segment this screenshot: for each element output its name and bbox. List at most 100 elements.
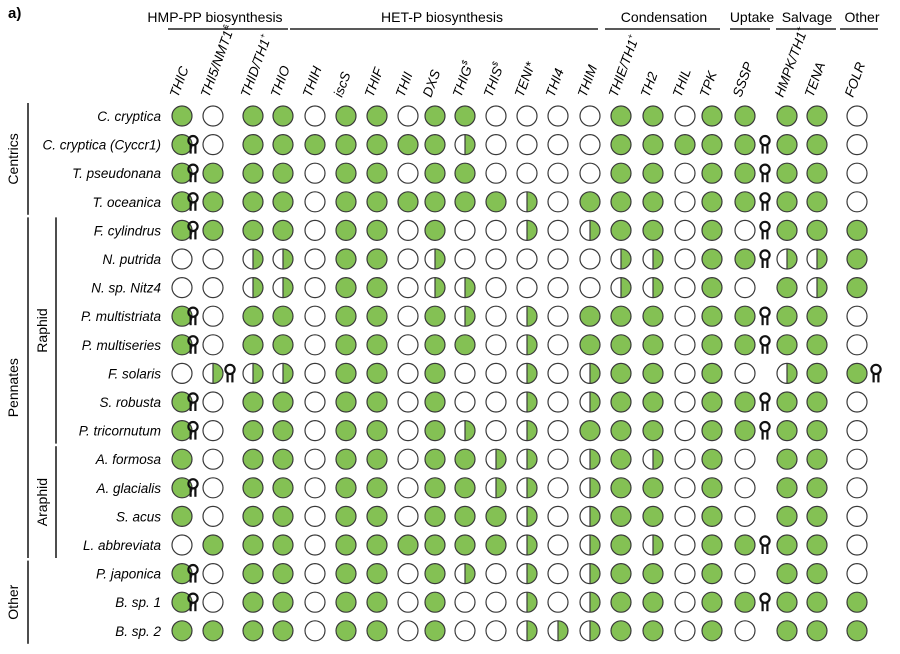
gene-name: iscS <box>331 70 354 99</box>
presence-cell <box>610 420 632 442</box>
presence-cell <box>454 420 476 442</box>
presence-cell <box>610 448 632 470</box>
presence-cell <box>424 105 446 127</box>
presence-cell <box>610 219 632 241</box>
presence-cell <box>202 334 224 356</box>
gene-column-labels: THIC THI5/NMT1&THID/TH1+THIO THIH iscS THIF T… <box>167 23 868 99</box>
presence-cell <box>547 134 569 156</box>
presence-cell <box>806 448 828 470</box>
presence-cell <box>642 448 664 470</box>
presence-cell <box>776 334 798 356</box>
presence-cell <box>454 334 476 356</box>
presence-cell <box>846 162 868 184</box>
presence-cell <box>485 362 507 384</box>
presence-cell <box>397 219 419 241</box>
presence-cell <box>424 134 446 156</box>
presence-cell <box>202 105 224 127</box>
gene-name: THID/TH1 <box>238 37 273 99</box>
presence-cell <box>397 477 419 499</box>
presence-cell <box>272 420 294 442</box>
presence-cell <box>242 219 264 241</box>
presence-cell <box>272 362 294 384</box>
presence-cell <box>642 219 664 241</box>
presence-cell <box>272 534 294 556</box>
category-label: Other <box>844 9 879 25</box>
presence-cell <box>579 448 601 470</box>
presence-cell <box>454 305 476 327</box>
presence-cell <box>701 505 723 528</box>
presence-cell <box>547 505 569 528</box>
presence-cell <box>516 420 538 442</box>
gene-label: THIF <box>362 65 387 99</box>
presence-cell <box>335 334 357 356</box>
presence-cell <box>734 448 756 470</box>
presence-cell <box>547 277 569 299</box>
presence-cell <box>701 477 723 499</box>
species-label: F. cylindrus <box>94 223 162 238</box>
presence-cell <box>610 362 632 384</box>
presence-cell <box>485 448 507 470</box>
category-headers: HMP-PP biosynthesis HET-P biosynthesis Con… <box>147 9 880 30</box>
riboswitch-icon <box>759 163 771 183</box>
presence-cell <box>485 534 507 556</box>
presence-cell <box>397 534 419 556</box>
presence-cell <box>335 277 357 299</box>
presence-cell <box>202 191 224 213</box>
presence-cell <box>242 105 264 127</box>
category-label: HET-P biosynthesis <box>381 9 503 25</box>
presence-cell <box>734 105 756 127</box>
presence-cell <box>846 391 868 413</box>
presence-cell <box>547 219 569 241</box>
presence-cell <box>454 534 476 556</box>
species-label: P. tricornutum <box>79 424 161 439</box>
category-label: Uptake <box>730 9 775 25</box>
presence-cell <box>806 248 828 270</box>
presence-cell <box>734 334 756 356</box>
presence-cell <box>202 534 224 556</box>
presence-cell <box>335 505 357 528</box>
riboswitch-icon <box>187 163 199 183</box>
presence-cell <box>579 191 601 213</box>
presence-cell <box>335 391 357 413</box>
presence-cell <box>674 391 696 413</box>
presence-cell <box>734 362 756 384</box>
species-label: T. oceanica <box>92 195 161 210</box>
presence-cell <box>674 477 696 499</box>
presence-cell <box>701 448 723 470</box>
presence-cell <box>272 248 294 270</box>
presence-cell <box>454 591 476 613</box>
presence-cell <box>304 162 326 184</box>
species-label: F. solaris <box>108 366 161 381</box>
presence-cell <box>674 305 696 327</box>
presence-cell <box>485 562 507 585</box>
gene-superscript: $ <box>490 60 501 69</box>
presence-cell <box>397 362 419 384</box>
presence-cell <box>304 591 326 613</box>
gene-name: THIG <box>450 64 475 99</box>
presence-cell <box>734 620 756 642</box>
presence-cell <box>674 505 696 528</box>
presence-cell <box>397 334 419 356</box>
presence-cell <box>806 277 828 299</box>
presence-cell <box>674 448 696 470</box>
presence-cell <box>547 477 569 499</box>
presence-cell <box>516 134 538 156</box>
presence-cell <box>516 534 538 556</box>
presence-cell <box>202 505 224 528</box>
group-label: Other <box>5 584 21 619</box>
gene-name: TH2 <box>638 69 661 99</box>
presence-cell <box>776 391 798 413</box>
presence-cell <box>242 420 264 442</box>
presence-cell <box>242 362 264 384</box>
presence-cell <box>485 219 507 241</box>
presence-cell <box>701 620 723 642</box>
presence-cell <box>642 505 664 528</box>
category-label: Condensation <box>621 9 707 25</box>
riboswitch-icon <box>187 335 199 354</box>
presence-cell <box>485 105 507 127</box>
presence-cell <box>454 505 476 528</box>
presence-cell <box>776 591 798 613</box>
presence-cell <box>335 448 357 470</box>
presence-cell <box>242 477 264 499</box>
